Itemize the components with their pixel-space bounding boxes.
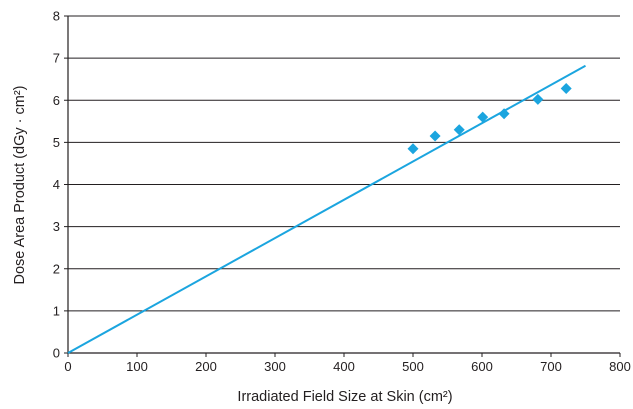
x-tick-label: 400 [333,359,355,374]
data-point-diamond [477,111,489,123]
data-points [407,82,572,155]
trendline-layer [67,64,586,354]
x-tick-label: 500 [402,359,424,374]
trendline [67,64,586,354]
data-point-diamond [498,108,510,120]
data-point-diamond [532,93,544,105]
data-point-diamond [453,124,465,136]
y-tick-label: 4 [53,177,60,192]
y-tick-label: 8 [53,9,60,24]
x-tick-labels: 0 100 200 300 400 500 600 700 800 [64,353,631,374]
data-point-diamond [560,82,572,94]
x-tick-label: 200 [195,359,217,374]
y-tick-label: 7 [53,51,60,66]
y-axis-title: Dose Area Product (dGy · cm²) [12,85,28,284]
x-tick-label: 0 [64,359,71,374]
x-tick-label: 300 [264,359,286,374]
x-tick-label: 700 [540,359,562,374]
gridlines [68,15,620,312]
x-tick-label: 600 [471,359,493,374]
x-tick-label: 100 [126,359,148,374]
y-tick-label: 6 [53,93,60,108]
y-tick-label: 1 [53,303,60,318]
y-tick-label: 0 [53,346,60,361]
y-tick-label: 3 [53,219,60,234]
y-tick-label: 5 [53,135,60,150]
data-point-diamond [429,130,441,142]
y-tick-labels: 0 1 2 3 4 5 6 7 8 [53,9,68,361]
y-tick-label: 2 [53,261,60,276]
x-tick-label: 800 [609,359,631,374]
x-axis-title: Irradiated Field Size at Skin (cm²) [237,389,452,405]
data-point-diamond [407,143,419,155]
